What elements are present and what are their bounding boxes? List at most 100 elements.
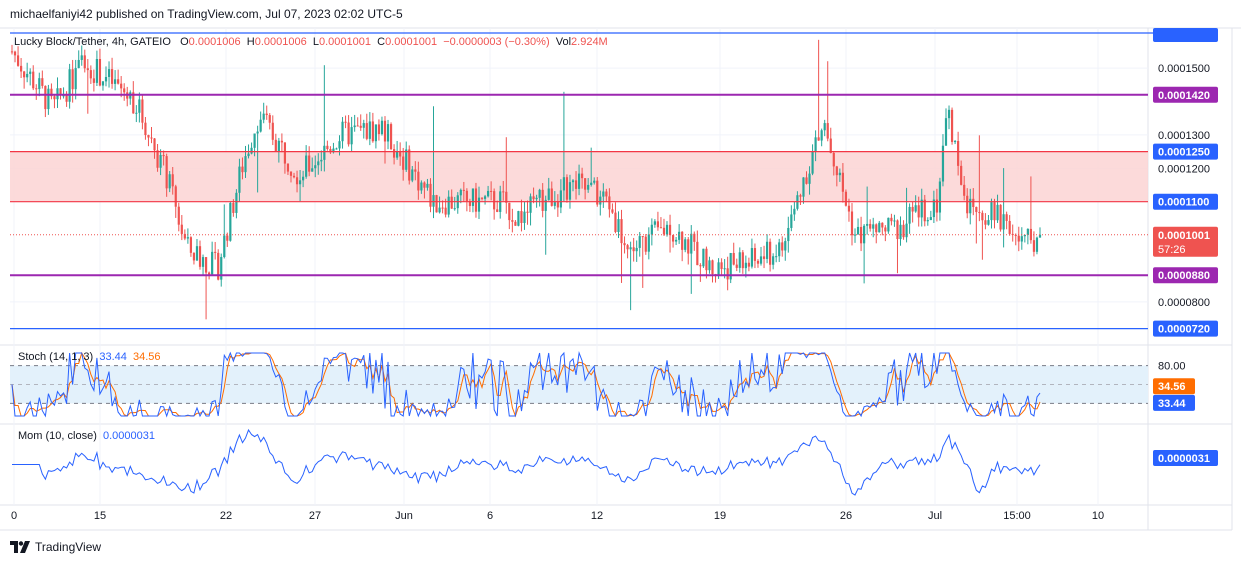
candle-body [450,196,453,209]
high-label: H [246,36,255,48]
candle-body [832,152,835,167]
level-label: 0.0001250 [1153,143,1218,160]
candle-body [938,181,942,213]
candle-body [435,195,438,213]
candle-body [107,69,111,77]
x-tick-label: 12 [591,510,603,522]
candle-body [1017,235,1020,242]
candle-body [544,199,547,211]
level-label: 0.0001100 [1153,193,1218,210]
candle-body [26,73,29,78]
candle-body [274,139,277,152]
candle-body [77,59,80,69]
candle-body [465,190,468,202]
candle-body [523,211,526,223]
candle-body [201,257,205,267]
candle-body [526,211,529,213]
candle-body [217,252,220,280]
candle-body [584,178,587,190]
candle-body [872,224,875,229]
candle-body [295,177,299,185]
candle-body [647,234,650,252]
brand[interactable]: TradingView [10,540,101,554]
candle-body [474,188,478,212]
mom-value: 0.0000031 [102,430,155,442]
candle-body [547,188,550,200]
candle-body [101,81,105,86]
candle-body [681,231,684,250]
candle-body [653,221,656,225]
top-line-label [1153,28,1218,42]
candle-body [198,246,202,267]
candle-body [759,256,763,264]
candle-body [380,120,384,135]
candle-body [593,180,596,183]
candle-body [802,177,805,197]
last-price-label: 0.0001001 57:26 [1153,226,1218,257]
candle-body [65,95,68,102]
candle-body [389,124,393,150]
candle-body [83,55,86,69]
candle-body [823,123,826,131]
candle-body [168,174,171,189]
mom-legend[interactable]: Mom (10, close) 0.0000031 [18,430,155,442]
x-tick-label: 19 [714,510,726,522]
candle-body [920,199,923,218]
candle-body [650,224,653,235]
y-tick-label: 0.0001300 [1158,130,1210,142]
candle-body [192,252,196,261]
x-tick-label: 22 [220,510,232,522]
candle-body [687,239,690,254]
publisher-line: michaelfaniyi42 published on TradingView… [10,7,403,21]
candle-body [335,148,338,150]
candle-body [302,176,305,181]
candle-body [186,237,189,239]
candle-body [377,124,381,135]
candle-body [120,83,123,89]
y-tick-label: 0.0001200 [1158,163,1210,175]
candle-body [141,99,144,123]
candle-body [462,189,465,191]
candle-body [699,265,702,267]
candle-body [611,209,614,213]
candle-body [347,122,350,145]
candle-body [432,195,435,207]
candle-body [556,202,559,208]
candle-body [392,149,396,158]
change-value: −0.0000003 (−0.30%) [443,36,550,48]
candle-body [62,95,65,97]
candle-body [896,220,899,240]
candle-body [568,182,572,200]
candle-body [262,113,265,120]
candle-body [644,236,647,252]
candle-body [114,79,117,84]
candle-body [811,151,814,174]
level-label-bg [1153,86,1218,103]
candle-body [741,252,744,269]
candle-body [553,202,556,206]
candle-body [623,243,626,246]
x-tick-label: 26 [840,510,852,522]
candle-body [174,186,177,207]
candle-body [799,195,802,197]
candle-body [793,208,796,215]
level-label-text: 0.0001250 [1158,147,1210,159]
candle-body [911,206,914,212]
candle-body [881,222,884,228]
candle-body [935,199,938,213]
candle-body [153,138,156,151]
candle-body [468,201,471,206]
mom-title: Mom (10, close) [18,430,97,442]
candle-body [177,206,180,225]
candle-body [893,220,896,222]
last-price-bg [1153,226,1218,257]
candle-body [565,177,569,200]
candle-body [471,188,475,206]
candle-body [250,147,253,154]
candle-body [383,120,387,142]
level-label: 0.0000880 [1153,267,1218,284]
candle-body [35,88,38,90]
stoch-legend[interactable]: Stoch (14, 1, 3) 33.44 34.56 [18,351,161,363]
symbol-name[interactable]: Lucky Block/Tether, 4h, GATEIO [14,36,171,48]
